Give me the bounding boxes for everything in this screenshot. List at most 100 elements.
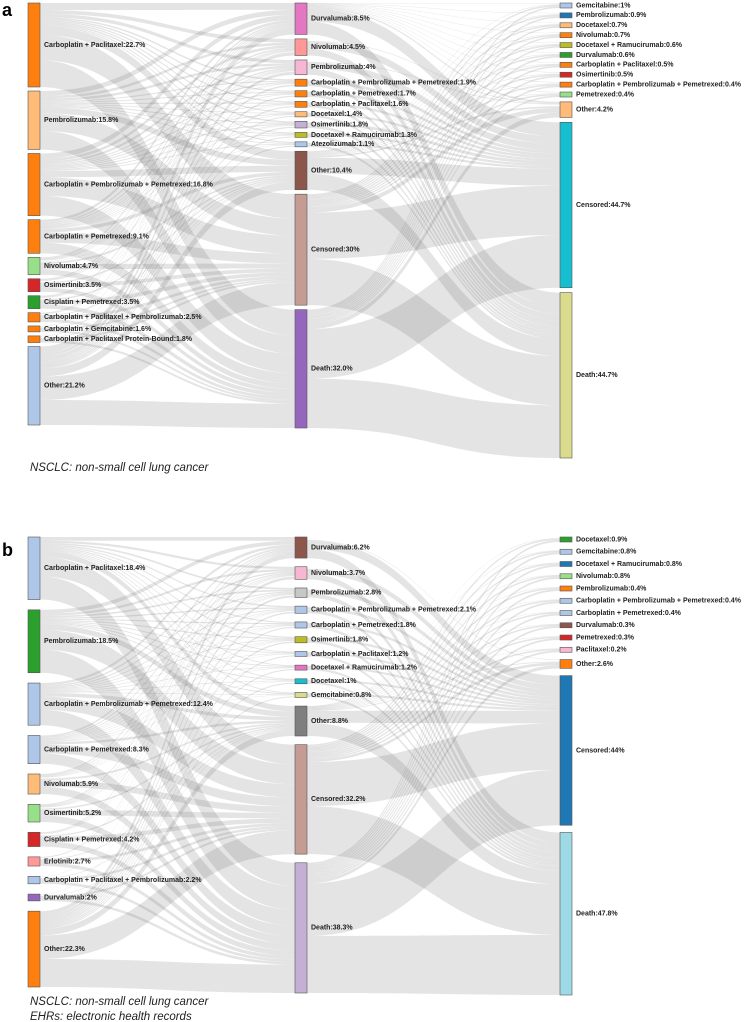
flow <box>307 142 560 169</box>
flow <box>40 400 295 428</box>
node-label: Censored:32.2% <box>311 796 366 803</box>
node-label: Carboplatin + Pemetrexed:1.7% <box>311 91 417 98</box>
flow <box>40 625 295 808</box>
flow <box>40 822 295 863</box>
node <box>294 111 308 118</box>
flow <box>40 575 295 834</box>
flow <box>40 830 295 959</box>
flow <box>307 550 560 748</box>
flow <box>40 268 295 288</box>
flow <box>307 576 560 870</box>
flow <box>307 723 560 807</box>
flow <box>307 93 560 209</box>
node <box>27 910 41 988</box>
flow <box>40 623 295 695</box>
flow <box>307 55 560 319</box>
flow <box>40 92 295 167</box>
flow <box>40 537 295 541</box>
panel-letter: a <box>2 0 13 20</box>
flow <box>40 621 295 654</box>
flow <box>40 589 295 618</box>
flow <box>40 624 295 690</box>
flow <box>40 42 295 99</box>
node <box>559 2 573 9</box>
flow <box>40 171 295 233</box>
node <box>27 804 41 823</box>
flow <box>307 4 560 43</box>
node <box>294 587 308 598</box>
flow <box>40 553 295 916</box>
flow <box>40 124 295 229</box>
flow <box>307 665 560 707</box>
flow <box>40 568 295 616</box>
node-label: Nivolumab:3.7% <box>311 570 366 577</box>
flow <box>307 36 560 316</box>
node <box>294 78 308 87</box>
flow <box>40 649 295 910</box>
node <box>559 646 573 653</box>
flow <box>307 667 560 866</box>
flow <box>40 542 295 590</box>
flow <box>307 710 560 724</box>
flow <box>307 607 560 698</box>
flow <box>40 728 295 897</box>
flow <box>307 74 560 206</box>
flow <box>307 3 560 24</box>
flow <box>307 5 560 63</box>
node <box>27 831 41 847</box>
flow <box>40 20 295 103</box>
flow <box>40 69 295 281</box>
flow <box>307 6 560 83</box>
node-label: Osimertinib:1.8% <box>311 121 369 128</box>
node <box>559 585 573 592</box>
flow <box>40 544 295 686</box>
node-label: Docetaxel:1% <box>311 678 357 685</box>
flow <box>307 695 560 871</box>
node <box>559 597 573 604</box>
flow <box>40 625 295 778</box>
node-label: Docetaxel:0.9% <box>576 536 628 543</box>
node-label: Carboplatin + Pembrolizumab + Pemetrexed… <box>311 607 477 614</box>
flow <box>307 550 560 707</box>
flow <box>307 568 560 690</box>
node <box>559 42 573 48</box>
flow <box>40 69 295 261</box>
flow <box>40 624 295 717</box>
flow <box>40 60 295 336</box>
flow <box>40 340 295 404</box>
flow <box>40 653 295 741</box>
flow <box>40 898 295 965</box>
node-label: Other:10.4% <box>311 167 353 174</box>
flow <box>307 652 560 705</box>
flow <box>40 744 295 807</box>
flow <box>307 722 560 885</box>
flow <box>40 667 295 742</box>
flow <box>40 609 295 740</box>
flow <box>40 80 295 102</box>
flow <box>40 19 295 223</box>
flow <box>40 287 295 393</box>
flow <box>40 103 295 114</box>
flow <box>307 65 560 321</box>
flow <box>40 958 295 993</box>
flow <box>307 538 560 707</box>
flow <box>307 14 560 153</box>
flow <box>307 68 560 321</box>
flow <box>40 67 295 226</box>
node <box>27 2 41 88</box>
flow <box>40 145 295 369</box>
flow <box>40 809 295 819</box>
flow <box>40 720 295 745</box>
node <box>294 605 308 614</box>
flow <box>40 125 295 262</box>
flow <box>40 694 295 743</box>
flow <box>40 696 295 929</box>
node-label: Nivolumab:0.7% <box>576 32 631 39</box>
node <box>294 38 308 56</box>
flow <box>40 25 295 297</box>
flow <box>40 280 295 341</box>
node-label: Carboplatin + Paclitaxel:1.6% <box>311 101 409 108</box>
flow <box>307 636 560 710</box>
node <box>294 132 308 138</box>
